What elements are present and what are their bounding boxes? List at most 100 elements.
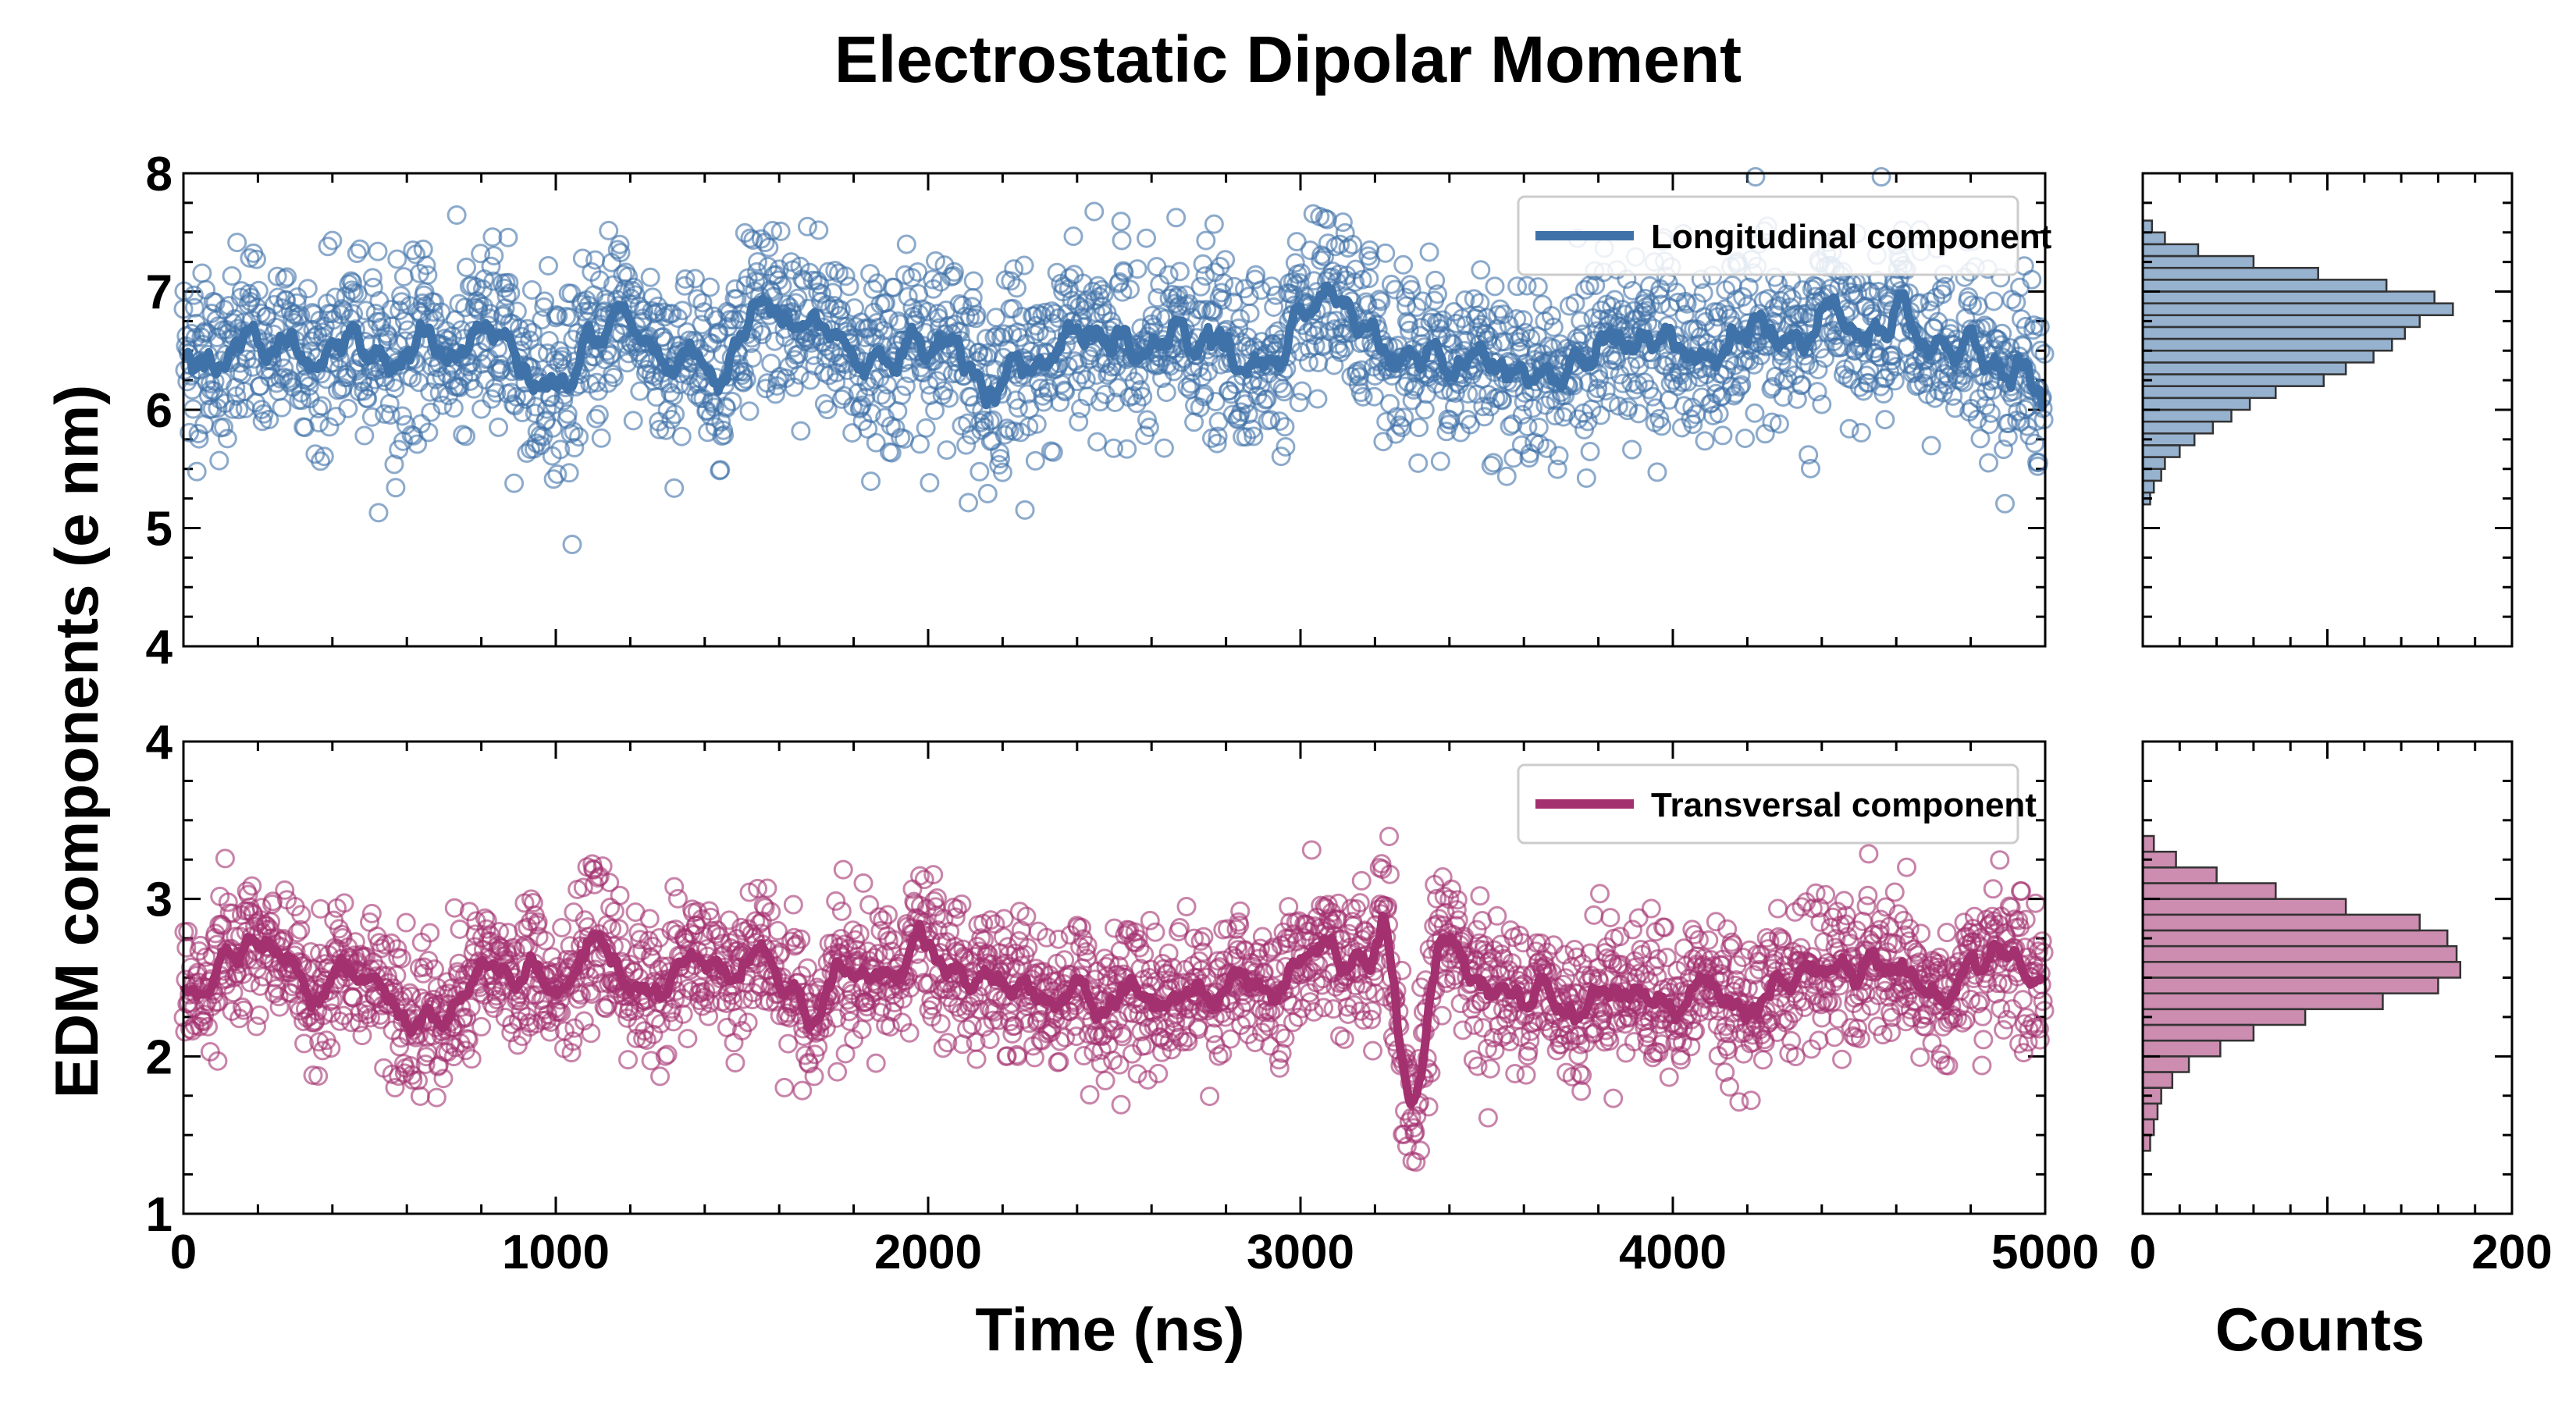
data-point — [1014, 255, 1034, 276]
data-point — [789, 365, 809, 385]
data-point — [1077, 935, 1098, 955]
data-point — [1276, 436, 1296, 457]
data-point — [1018, 937, 1038, 958]
data-point — [692, 293, 713, 313]
data-point — [586, 408, 607, 429]
data-point — [1140, 910, 1160, 930]
data-point — [248, 280, 269, 301]
data-point — [748, 252, 768, 272]
data-point — [1507, 276, 1528, 297]
data-point — [585, 250, 606, 270]
data-point — [1470, 886, 1490, 906]
data-point — [618, 1050, 639, 1070]
data-point — [1002, 1024, 1023, 1044]
data-point — [396, 912, 416, 933]
data-point — [1158, 265, 1179, 285]
data-point — [1453, 1020, 1473, 1040]
data-point — [458, 1030, 479, 1050]
data-point — [354, 425, 375, 446]
data-point — [1137, 410, 1157, 430]
data-point — [1730, 377, 1750, 397]
data-point — [1628, 404, 1649, 424]
data-point — [716, 398, 736, 418]
data-point — [209, 450, 229, 471]
data-point — [1875, 410, 1895, 430]
data-point — [855, 328, 875, 348]
data-point — [877, 905, 898, 925]
data-point — [833, 859, 853, 880]
data-point — [969, 986, 989, 1006]
data-point — [1095, 1070, 1115, 1090]
data-point — [1828, 1008, 1848, 1029]
data-point — [1543, 935, 1564, 955]
data-point — [393, 267, 414, 287]
data-point — [934, 909, 954, 929]
data-point — [413, 963, 433, 984]
data-point — [1142, 305, 1162, 325]
data-point — [933, 361, 953, 382]
data-point — [826, 891, 846, 911]
data-point — [1755, 424, 1775, 444]
data-point — [884, 277, 904, 297]
data-point — [640, 267, 660, 287]
data-point — [1137, 228, 1157, 248]
data-point — [651, 1014, 671, 1034]
data-point — [970, 461, 990, 482]
data-point — [916, 418, 936, 438]
data-point — [184, 297, 205, 318]
data-point — [538, 255, 558, 276]
data-point — [1883, 345, 1903, 365]
data-point — [447, 205, 467, 226]
data-point — [557, 404, 578, 424]
data-point — [187, 461, 207, 482]
data-point — [1545, 406, 1565, 426]
data-point — [763, 221, 783, 241]
data-point — [1006, 390, 1026, 411]
data-point — [432, 395, 453, 415]
y-tick-label: 2 — [146, 1030, 173, 1084]
data-point — [572, 248, 592, 269]
data-point — [700, 406, 720, 426]
data-point — [471, 244, 491, 264]
data-point — [1762, 412, 1782, 432]
data-point — [486, 382, 507, 403]
data-point — [589, 866, 610, 887]
data-point — [1048, 929, 1069, 949]
data-point — [1230, 308, 1251, 329]
data-point — [1264, 297, 1284, 317]
data-point — [365, 369, 385, 389]
data-point — [725, 1052, 745, 1072]
data-point — [560, 424, 581, 444]
data-point — [853, 873, 873, 893]
data-point — [963, 271, 984, 291]
data-point — [471, 1016, 492, 1037]
x-axis-label-time: Time (ns) — [975, 1295, 1244, 1364]
data-point — [702, 333, 722, 354]
data-point — [1087, 432, 1108, 452]
data-point — [891, 385, 912, 405]
data-point — [1768, 898, 1788, 919]
data-point — [358, 389, 378, 409]
data-point — [636, 1030, 656, 1051]
data-point — [1055, 1027, 1076, 1048]
data-point — [1176, 896, 1197, 916]
data-point — [1667, 376, 1688, 397]
data-point — [1169, 295, 1189, 315]
data-point — [1049, 1051, 1069, 1072]
data-point — [910, 866, 930, 886]
data-point — [525, 397, 546, 417]
data-point — [178, 921, 198, 941]
data-point — [1745, 167, 1766, 187]
data-point — [504, 473, 525, 493]
data-point — [797, 216, 817, 237]
data-point — [559, 463, 579, 483]
data-point — [1009, 327, 1030, 347]
data-point — [788, 344, 809, 365]
data-point — [1683, 414, 1703, 435]
data-point — [553, 391, 574, 411]
data-point — [197, 1016, 218, 1037]
data-point — [809, 220, 829, 240]
data-point — [1369, 290, 1389, 310]
data-point — [1399, 320, 1419, 340]
